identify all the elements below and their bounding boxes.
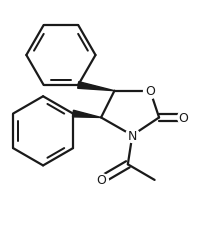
Text: N: N xyxy=(128,130,137,143)
Polygon shape xyxy=(73,111,101,118)
Polygon shape xyxy=(78,82,114,91)
Text: O: O xyxy=(179,111,189,124)
Text: O: O xyxy=(96,174,106,187)
Text: O: O xyxy=(145,84,155,97)
